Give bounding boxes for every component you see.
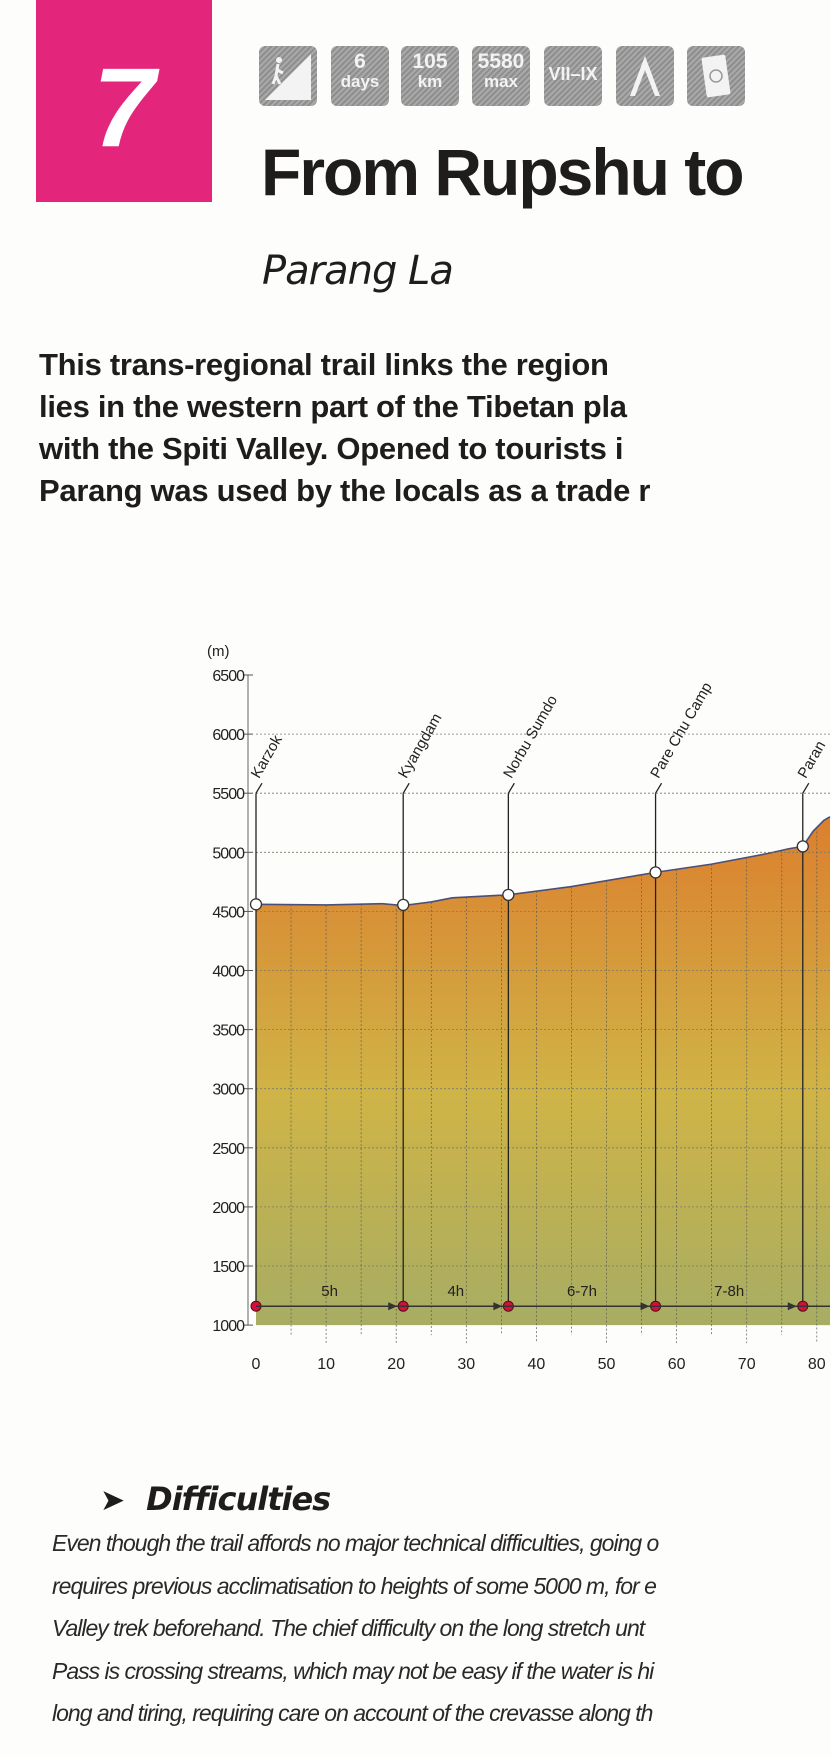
text-line: Valley trek beforehand. The chief diffic…	[52, 1615, 645, 1641]
stop-leader-diagonal	[655, 782, 663, 794]
hiker-on-slope-icon	[259, 46, 317, 106]
lead-line: Parang was used by the locals as a trade…	[39, 473, 651, 508]
y-tick-label: 4500	[212, 904, 245, 921]
days-icon: 6 days	[331, 46, 389, 106]
x-tick-label: 30	[457, 1356, 475, 1373]
y-tick-label: 6000	[212, 727, 245, 744]
stop-marker	[796, 840, 809, 853]
stop-leader-diagonal	[402, 782, 410, 794]
max-altitude-icon: 5580 max	[472, 46, 530, 106]
x-tick-label: 70	[738, 1356, 756, 1373]
stop-marker	[249, 898, 263, 911]
x-tick-label: 40	[528, 1356, 546, 1373]
y-tick-label: 1500	[212, 1259, 245, 1276]
distance-icon: 105 km	[401, 46, 459, 106]
x-tick-label: 60	[668, 1356, 686, 1373]
x-tick-label: 10	[317, 1356, 335, 1373]
y-tick-label: 3500	[212, 1023, 245, 1040]
text-line: long and tiring, requiring care on accou…	[52, 1700, 653, 1726]
difficulties-text: Even though the trail affords no major t…	[52, 1522, 659, 1735]
stop-leader-diagonal	[802, 782, 810, 794]
stop-marker	[397, 898, 410, 912]
stop-leader-diagonal	[255, 782, 263, 794]
text-line: Even though the trail affords no major t…	[52, 1530, 659, 1556]
y-tick-label: 1000	[212, 1318, 245, 1335]
stop-marker	[649, 866, 662, 879]
y-axis-unit-label: (m)	[207, 643, 230, 660]
profile-line	[255, 816, 831, 907]
stop-leader-diagonal	[507, 782, 515, 794]
stop-label: Norbu Sumdo	[500, 693, 561, 782]
x-tick-label: 80	[808, 1356, 826, 1373]
lead-line: This trans-regional trail links the regi…	[39, 347, 609, 382]
x-tick-label: 50	[598, 1356, 616, 1373]
x-tick-label: 20	[387, 1356, 405, 1373]
text-line: requires previous acclimatisation to hei…	[52, 1572, 657, 1599]
arrow-right-icon: ➤	[100, 1483, 125, 1518]
y-tick-label: 5000	[212, 845, 245, 862]
season-icon: VII–IX	[544, 46, 602, 106]
stop-label: Kyangdam	[395, 711, 446, 782]
tent-icon	[616, 46, 674, 106]
y-tick-label: 6500	[212, 668, 245, 685]
stage-arrowhead	[493, 1302, 503, 1311]
lead-paragraph: This trans-regional trail links the regi…	[39, 344, 650, 512]
stop-label: Paran	[795, 738, 830, 781]
stop-marker	[502, 888, 515, 902]
stage-duration-label: 6-7h	[567, 1283, 597, 1300]
x-tick-label: 0	[252, 1356, 261, 1373]
difficulties-heading: ➤ Difficulties	[100, 1480, 331, 1518]
page-title: From Rupshu to	[261, 135, 745, 209]
chapter-number: 7	[92, 45, 156, 170]
stop-label: Pare Chu Camp	[647, 680, 716, 782]
stage-arrowhead	[640, 1302, 650, 1311]
lead-line: lies in the western part of the Tibetan …	[39, 389, 627, 424]
y-tick-label: 5500	[212, 786, 245, 803]
difficulties-title: Difficulties	[146, 1480, 331, 1518]
page-subtitle: Parang La	[262, 248, 454, 294]
y-tick-label: 4000	[212, 964, 245, 981]
text-line: Pass is crossing streams, which may not …	[52, 1657, 654, 1684]
stage-arrowhead	[787, 1302, 797, 1311]
stage-duration-label: 5h	[321, 1283, 338, 1300]
stage-duration-label: 4h	[447, 1283, 464, 1300]
chapter-number-badge: 7	[36, 0, 212, 202]
y-tick-label: 2000	[212, 1200, 245, 1217]
terrain-area	[256, 816, 830, 1326]
y-tick-label: 3000	[212, 1082, 245, 1099]
permit-document-icon	[687, 46, 745, 106]
stop-label: Karzok	[248, 732, 286, 781]
stage-arrowhead	[388, 1302, 398, 1311]
lead-line: with the Spiti Valley. Opened to tourist…	[39, 431, 624, 466]
y-tick-label: 2500	[212, 1141, 245, 1158]
stage-duration-label: 7-8h	[714, 1283, 744, 1300]
